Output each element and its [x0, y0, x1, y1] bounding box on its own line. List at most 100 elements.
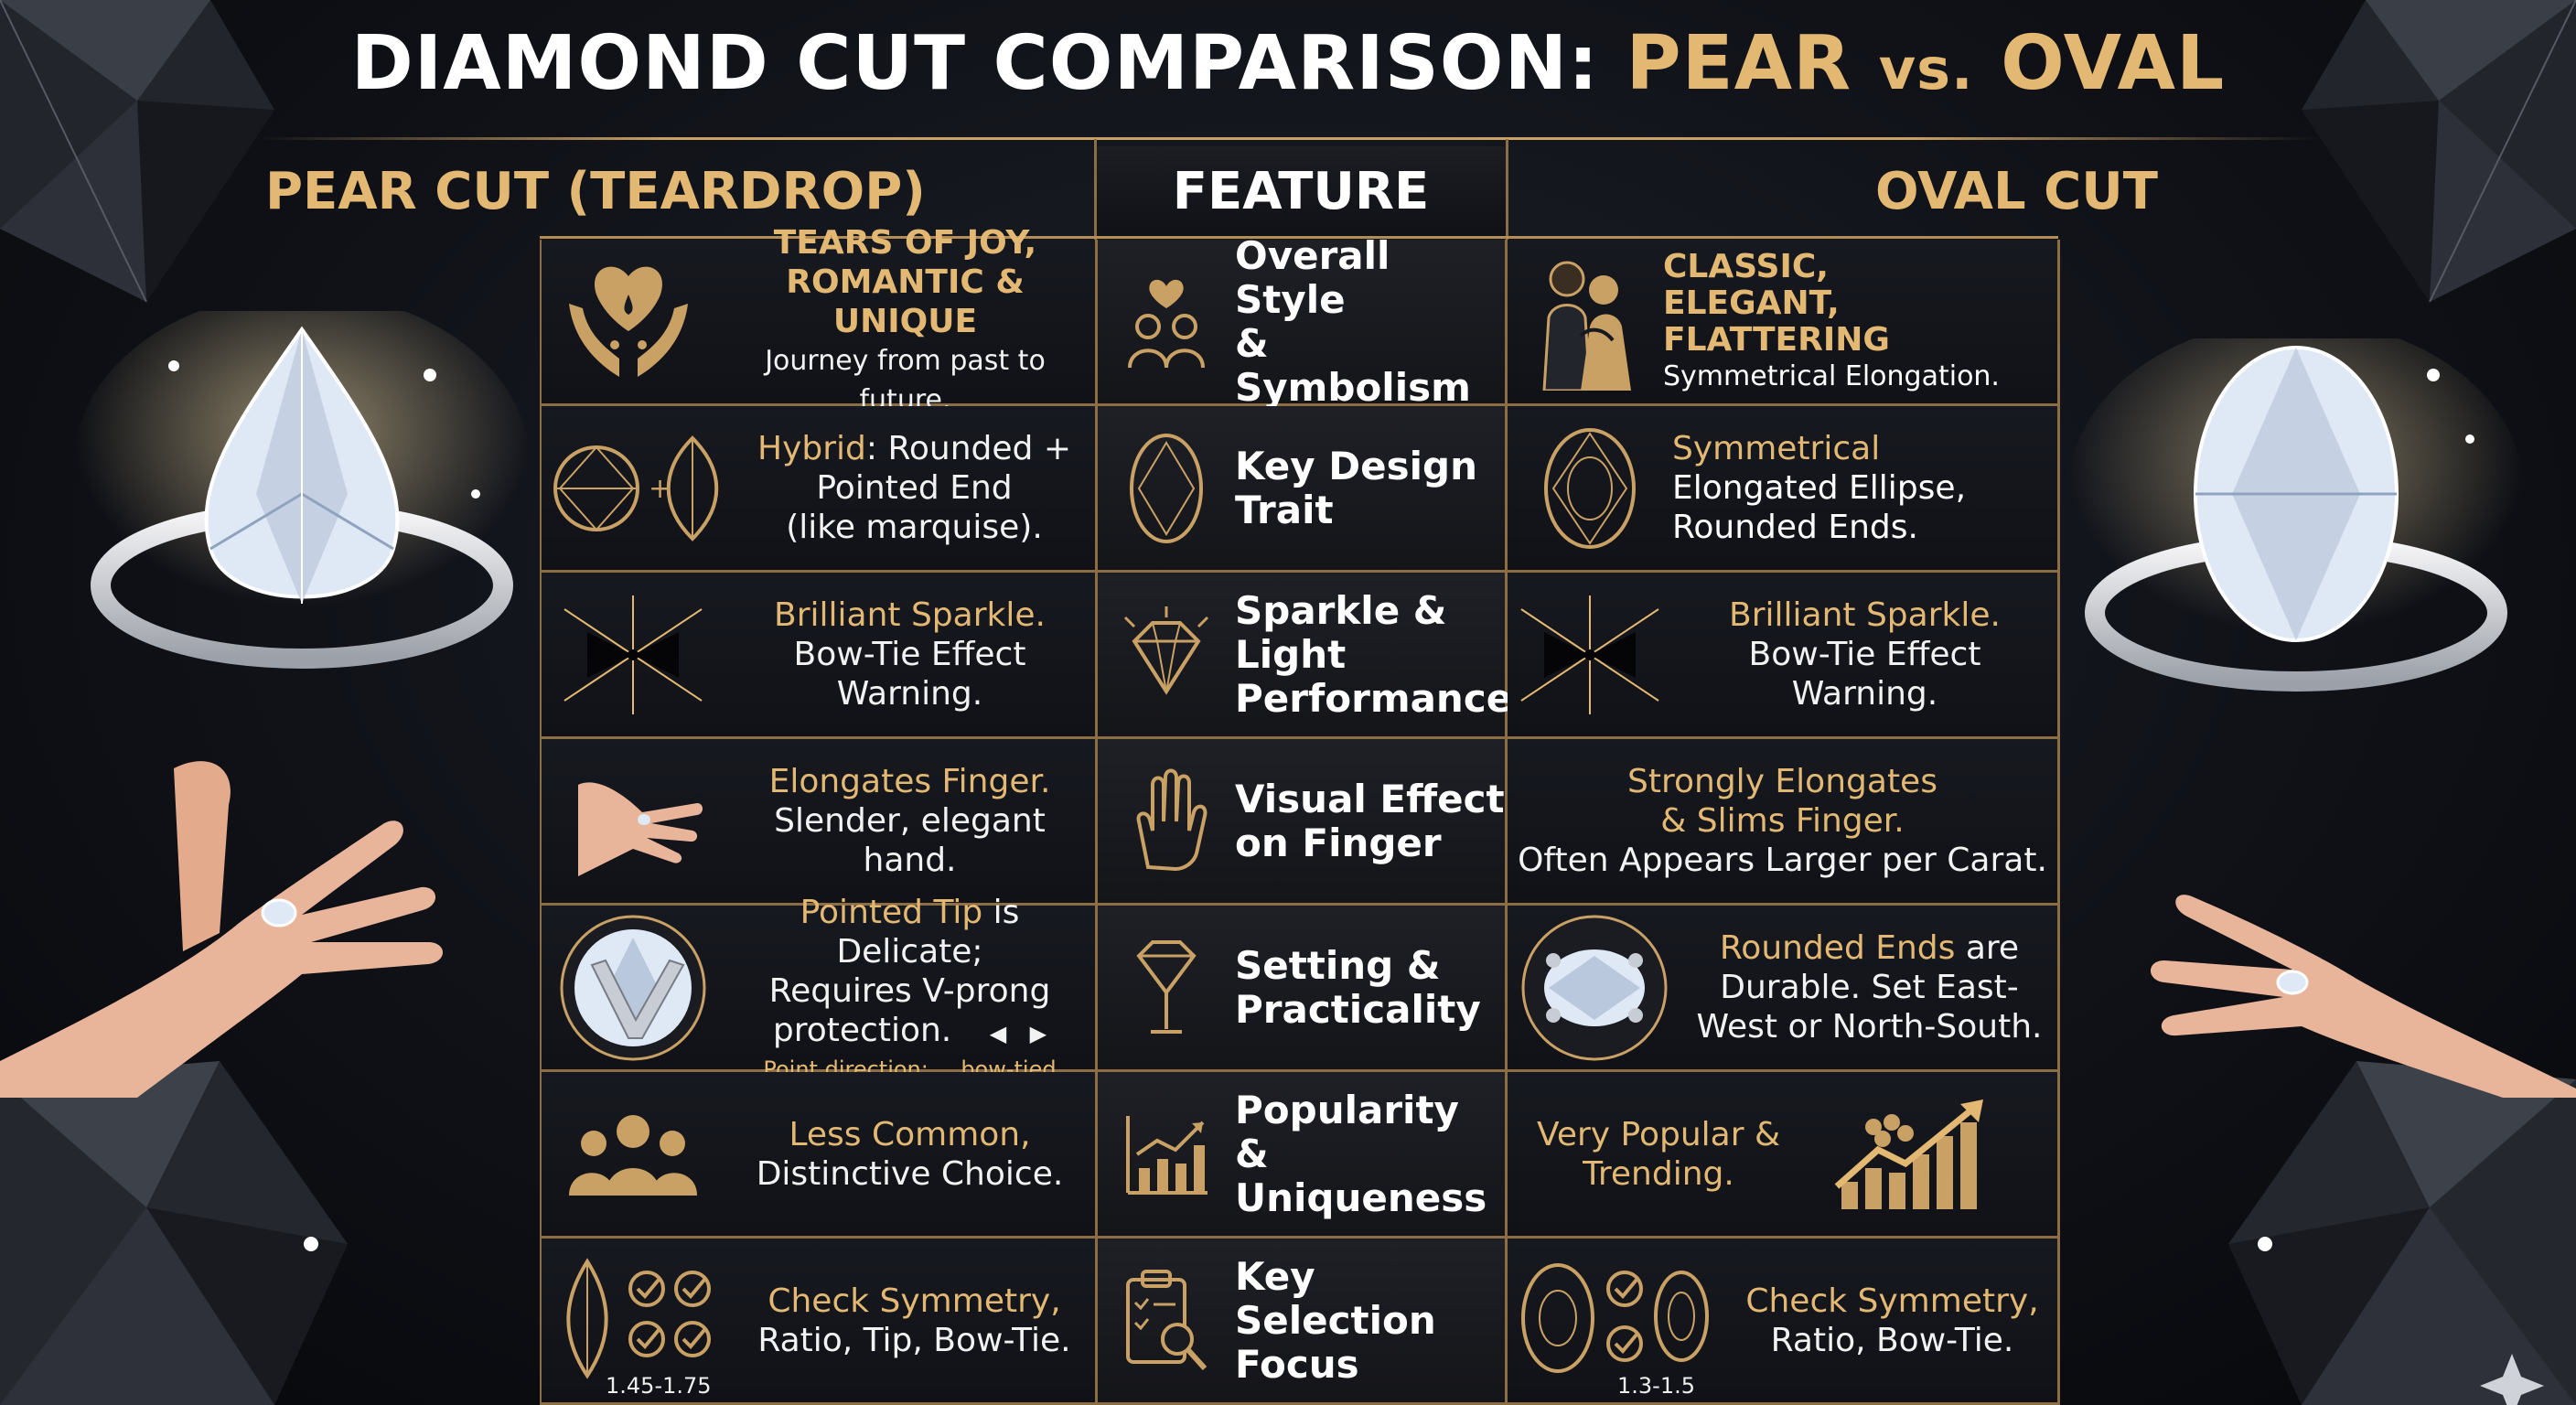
feature-finger-line1: Visual Effect: [1235, 776, 1505, 821]
title-divider: [256, 137, 2320, 140]
couple-embrace-icon: [1542, 261, 1631, 391]
oval-finger-line2: & Slims Finger.: [1660, 802, 1905, 840]
oval-cell-popularity: Very Popular & Trending.: [1508, 1072, 2060, 1239]
feature-sparkle-line2: Performance: [1235, 675, 1513, 721]
feature-setting-line1: Setting &: [1235, 942, 1441, 988]
pear-setting-line1: is Delicate;: [836, 894, 1020, 971]
point-right-arrow-icon: ▶: [1029, 1021, 1047, 1046]
comparison-table: TEARS OF JOY, ROMANTIC & UNIQUE Journey …: [540, 224, 2060, 1405]
growth-chart-icon: [1126, 1115, 1208, 1195]
oval-style-line3: FLATTERING: [1663, 320, 1890, 359]
oval-sparkle-line1: Brilliant Sparkle.: [1729, 596, 2001, 634]
pear-sparkle-line1: Brilliant Sparkle.: [774, 596, 1046, 634]
oval-setting-line3: West or North-South.: [1696, 1008, 2043, 1046]
feature-style-line2: & Symbolism: [1235, 320, 1471, 410]
oval-ring-image: [2067, 338, 2525, 692]
round-plus-marquise-icon: +: [553, 434, 719, 542]
oval-design-line3: Rounded Ends.: [1672, 509, 1918, 546]
feature-cell-sparkle: Sparkle & Light Performance: [1098, 573, 1512, 739]
pear-style-line1: TEARS OF JOY,: [773, 224, 1037, 262]
pear-cell-selection: 1.45-1.75 Check Symmetry, Ratio, Tip, Bo…: [542, 1239, 1098, 1405]
pear-design-line2: Pointed End: [816, 469, 1013, 507]
oval-cell-finger: Strongly Elongates & Slims Finger. Often…: [1508, 739, 2060, 906]
pear-popularity-line2: Distinctive Choice.: [756, 1154, 1064, 1193]
slender-hand-icon: [578, 781, 703, 876]
feature-popularity-line1: Popularity &: [1235, 1087, 1459, 1176]
v-prong-icon: [560, 915, 706, 1060]
bow-tie-sparkle-icon: [564, 595, 703, 714]
pear-style-line3: Journey from past to future.: [765, 345, 1046, 416]
oval-setting-line1: are: [1955, 929, 2020, 967]
oval-cell-setting: Rounded Ends are Durable. Set East- West…: [1508, 906, 2060, 1072]
oval-diamond-outline-icon: [1544, 427, 1636, 549]
oval-finger-line1: Strongly Elongates: [1627, 763, 1937, 800]
pear-finger-line1: Elongates Finger.: [768, 763, 1051, 800]
pear-sparkle-line2: Bow-Tie Effect Warning.: [793, 636, 1026, 713]
feature-setting-line2: Practicality: [1235, 986, 1481, 1032]
feature-cell-design: Key Design Trait: [1098, 406, 1508, 573]
couple-heart-icon: [1128, 279, 1205, 368]
pear-popularity-line1: Less Common,: [789, 1115, 1031, 1153]
pear-finger-line2: Slender, elegant hand.: [774, 802, 1046, 879]
pear-selection-line2: Ratio, Tip, Bow-Tie.: [757, 1321, 1071, 1359]
pear-design-line3: (like marquise).: [786, 509, 1043, 546]
clipboard-search-icon: [1126, 1269, 1208, 1370]
oval-cell-design: Symmetrical Elongated Ellipse, Rounded E…: [1508, 406, 2060, 573]
title-part1: DIAMOND CUT COMPARISON:: [350, 20, 1626, 107]
title-vs: vs.: [1878, 36, 1974, 102]
feature-selection-line2: Focus: [1235, 1341, 1359, 1387]
gem-sparkle-icon: [1123, 606, 1209, 695]
oval-selection-line1: Check Symmetry,: [1745, 1282, 2039, 1320]
oval-design-line2: Elongated Ellipse,: [1672, 469, 1967, 507]
left-hand-image: [0, 761, 444, 1098]
dark-diamond-top-left-icon: [0, 0, 274, 302]
pear-cell-popularity: Less Common, Distinctive Choice.: [542, 1072, 1098, 1239]
pear-cell-sparkle: Brilliant Sparkle. Bow-Tie Effect Warnin…: [542, 573, 1098, 739]
feature-style-line1: Overall Style: [1235, 232, 1390, 322]
feature-cell-popularity: Popularity & Uniqueness: [1098, 1072, 1508, 1239]
oval-style-line4: Symmetrical Elongation.: [1663, 359, 2000, 392]
oval-style-line1: CLASSIC,: [1663, 247, 1829, 285]
feature-design-line1: Key Design: [1235, 443, 1478, 488]
oval-setting-line2: Durable. Set East-: [1720, 969, 2019, 1006]
oval-cell-selection: 1.3-1.5 Check Symmetry, Ratio, Bow-Tie.: [1508, 1239, 2060, 1405]
point-left-arrow-icon: ◀: [989, 1021, 1007, 1046]
oval-style-line2: ELEGANT,: [1663, 284, 1840, 322]
pear-setting-line2: Requires V-prong: [768, 972, 1051, 1010]
oval-bow-tie-sparkle-icon: [1520, 595, 1659, 714]
feature-cell-setting: Setting & Practicality: [1098, 906, 1508, 1072]
title-part2: PEAR: [1626, 20, 1879, 107]
oval-setting-highlight: Rounded Ends: [1719, 929, 1956, 967]
trending-chart-icon: [1834, 1099, 1983, 1209]
pear-cell-setting: Pointed Tip is Delicate; Requires V-pron…: [542, 894, 1098, 1082]
pear-design-highlight: Hybrid: [757, 430, 866, 467]
feature-selection-line1: Key Selection: [1235, 1253, 1436, 1343]
oval-popularity-line2: Trending.: [1583, 1154, 1734, 1193]
oval-outline-icon: [1130, 433, 1203, 543]
dark-diamond-bottom-right-icon: [2228, 1061, 2576, 1405]
oval-cell-sparkle: Brilliant Sparkle. Bow-Tie Effect Warnin…: [1508, 573, 2060, 739]
pear-style-line2: ROMANTIC & UNIQUE: [786, 263, 1025, 340]
oval-prong-setting-icon: [1521, 915, 1668, 1060]
people-group-icon: [569, 1114, 697, 1196]
pear-ratio: 1.45-1.75: [606, 1372, 712, 1399]
pear-setting-line3: protection.: [772, 1012, 952, 1049]
feature-finger-line2: on Finger: [1235, 820, 1442, 865]
oval-cell-style: CLASSIC, ELEGANT, FLATTERING Symmetrical…: [1508, 240, 2060, 406]
header-feature: FEATURE: [1096, 146, 1506, 238]
header-divider: [540, 236, 2058, 239]
header-oval-cut: OVAL CUT: [1875, 162, 2158, 221]
feature-cell-finger: Visual Effect on Finger: [1098, 739, 1508, 906]
oval-sparkle-line2: Bow-Tie Effect Warning.: [1748, 636, 1981, 713]
feature-cell-selection: Key Selection Focus: [1098, 1239, 1508, 1405]
oval-popularity-line1: Very Popular &: [1536, 1115, 1781, 1153]
feature-cell-style: Overall Style & Symbolism: [1098, 233, 1508, 409]
oval-ratio: 1.3-1.5: [1617, 1372, 1695, 1399]
pear-cell-design: + Hybrid: Rounded + Pointed End (like ma…: [542, 406, 1098, 573]
oval-finger-line3: Often Appears Larger per Carat.: [1518, 842, 2047, 879]
pear-checklist-icon: [566, 1257, 711, 1379]
hand-outline-icon: [1136, 768, 1208, 871]
oval-design-line1: Symmetrical: [1672, 430, 1881, 467]
feature-popularity-line2: Uniqueness: [1235, 1174, 1487, 1220]
pear-selection-line1: Check Symmetry,: [767, 1282, 1061, 1320]
